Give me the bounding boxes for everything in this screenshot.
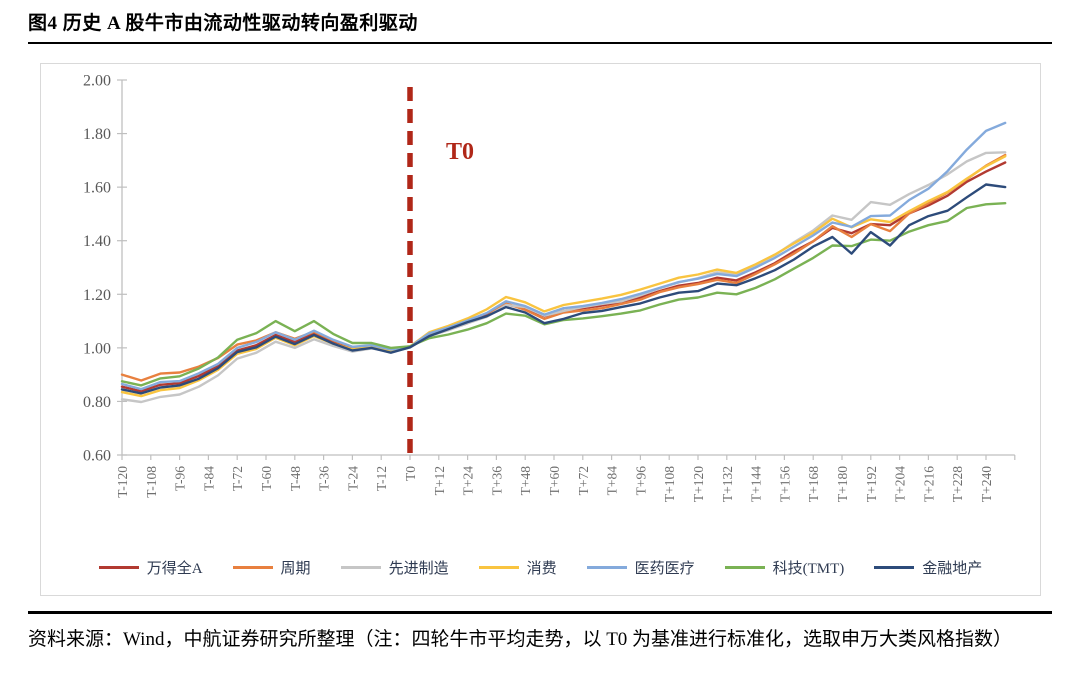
x-tick-label: T-48 bbox=[288, 466, 303, 491]
x-tick-label: T-120 bbox=[115, 466, 130, 498]
x-tick-label: T+120 bbox=[691, 466, 706, 502]
legend-item: 周期 bbox=[232, 557, 311, 578]
legend-swatch bbox=[232, 565, 273, 569]
x-tick-label: T+204 bbox=[893, 466, 908, 502]
x-tick-label: T-60 bbox=[259, 466, 274, 491]
x-tick-label: T+48 bbox=[518, 466, 533, 496]
x-tick-label: T-72 bbox=[230, 466, 245, 491]
figure-title: 图4 历史 A 股牛市由流动性驱动转向盈利驱动 bbox=[28, 13, 418, 34]
legend-swatch bbox=[724, 565, 765, 569]
y-tick-label: 2.00 bbox=[83, 73, 111, 90]
series-line-消费 bbox=[120, 155, 1007, 398]
legend-item: 医药医疗 bbox=[586, 557, 695, 578]
x-tick-label: T+192 bbox=[864, 466, 879, 502]
y-tick-label: 1.20 bbox=[83, 287, 111, 304]
y-tick-label: 1.60 bbox=[83, 180, 111, 197]
legend-swatch bbox=[340, 565, 381, 569]
legend-item: 消费 bbox=[478, 557, 557, 578]
series-line-先进制造 bbox=[120, 151, 1007, 404]
legend-swatch bbox=[586, 565, 627, 569]
legend-swatch bbox=[98, 565, 139, 569]
x-tick-label: T-96 bbox=[173, 466, 188, 491]
series-line-科技(TMT) bbox=[120, 201, 1007, 387]
legend-label: 医药医疗 bbox=[634, 560, 695, 577]
legend-label: 消费 bbox=[526, 560, 557, 577]
legend-item: 科技(TMT) bbox=[724, 557, 845, 578]
x-tick-label: T+84 bbox=[605, 466, 620, 496]
x-tick-label: T+240 bbox=[979, 466, 994, 502]
x-tick-label: T+24 bbox=[461, 466, 476, 496]
report-page: 图4 历史 A 股牛市由流动性驱动转向盈利驱动 0.60 0.80 1.00 1.20… bbox=[28, 13, 1052, 650]
x-tick-label: T-24 bbox=[345, 466, 360, 491]
x-tick-label: T+60 bbox=[547, 466, 562, 496]
x-tick-label: T0 bbox=[403, 466, 418, 481]
t0-annotation-label: T0 bbox=[446, 139, 474, 165]
legend-label: 先进制造 bbox=[388, 560, 449, 577]
y-tick-label: 0.80 bbox=[83, 394, 111, 411]
chart-card: 0.60 0.80 1.00 1.20 1.40 1.60 1.80 2.00 T-120 T-1… bbox=[40, 63, 1041, 596]
legend-label: 万得全A bbox=[146, 560, 203, 577]
legend: 万得全A 周期 先进制造 消费 医药医疗 科技(TMT) 金融地产 bbox=[41, 541, 1040, 593]
x-tick-label: T-108 bbox=[144, 466, 159, 498]
legend-swatch bbox=[874, 565, 915, 569]
legend-label: 金融地产 bbox=[922, 560, 983, 577]
x-tick-label: T+144 bbox=[749, 466, 764, 502]
legend-item: 万得全A bbox=[98, 557, 203, 578]
legend-swatch bbox=[478, 565, 519, 569]
x-tick-label: T+132 bbox=[720, 466, 735, 502]
x-tick-label: T+72 bbox=[576, 466, 591, 495]
y-tick-label: 1.40 bbox=[83, 233, 111, 250]
x-tick-label: T+156 bbox=[777, 466, 792, 502]
source-note: 资料来源：Wind，中航证券研究所整理（注：四轮牛市平均走势，以 T0 为基准进… bbox=[28, 629, 1013, 650]
series-line-医药医疗 bbox=[120, 121, 1007, 391]
x-tick-label: T-36 bbox=[317, 466, 332, 491]
legend-item: 金融地产 bbox=[874, 557, 982, 578]
x-tick-label: T+96 bbox=[633, 466, 648, 496]
x-tick-label: T+108 bbox=[662, 466, 677, 502]
x-tick-label: T+36 bbox=[489, 466, 504, 496]
legend-label: 科技(TMT) bbox=[772, 560, 845, 577]
x-tick-label: T+216 bbox=[921, 466, 936, 502]
x-tick-label: T+12 bbox=[432, 466, 447, 495]
y-tick-label: 1.80 bbox=[83, 126, 111, 143]
x-tick-label: T+168 bbox=[806, 466, 821, 502]
series-line-万得全A bbox=[120, 161, 1007, 393]
x-tick-label: T-84 bbox=[201, 466, 216, 491]
x-tick-label: T-12 bbox=[374, 466, 389, 491]
series-line-金融地产 bbox=[120, 183, 1007, 395]
y-tick-label: 0.60 bbox=[83, 448, 111, 465]
legend-item: 先进制造 bbox=[340, 557, 449, 578]
title-divider bbox=[28, 42, 1052, 44]
legend-label: 周期 bbox=[280, 560, 311, 577]
line-chart: 0.60 0.80 1.00 1.20 1.40 1.60 1.80 2.00 T-120 T-1… bbox=[83, 73, 1016, 502]
x-tick-label: T+228 bbox=[950, 466, 965, 502]
y-tick-label: 1.00 bbox=[83, 340, 111, 357]
x-tick-label: T+180 bbox=[835, 466, 850, 502]
source-divider bbox=[28, 611, 1052, 614]
